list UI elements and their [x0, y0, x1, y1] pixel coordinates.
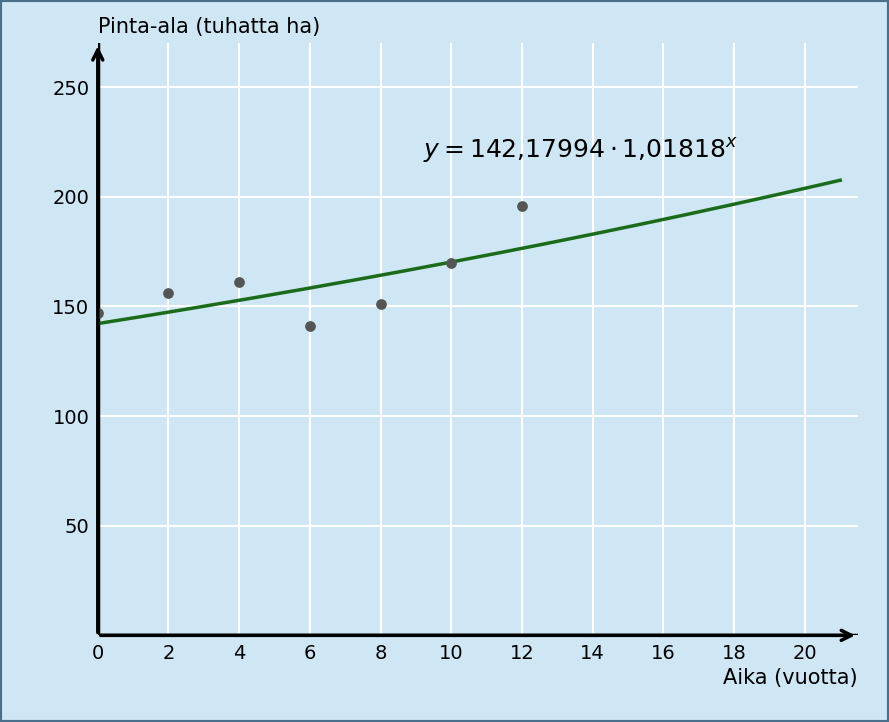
- Point: [232, 277, 246, 288]
- Text: Pinta-ala (tuhatta ha): Pinta-ala (tuhatta ha): [98, 17, 320, 38]
- Point: [162, 287, 176, 299]
- Point: [515, 200, 529, 212]
- Point: [373, 298, 388, 310]
- Text: Aika (vuotta): Aika (vuotta): [724, 668, 858, 688]
- Point: [91, 308, 105, 319]
- Text: $y = 142{,}17994 \cdot 1{,}01818^x$: $y = 142{,}17994 \cdot 1{,}01818^x$: [423, 136, 738, 165]
- Point: [444, 257, 459, 269]
- Point: [303, 321, 317, 332]
